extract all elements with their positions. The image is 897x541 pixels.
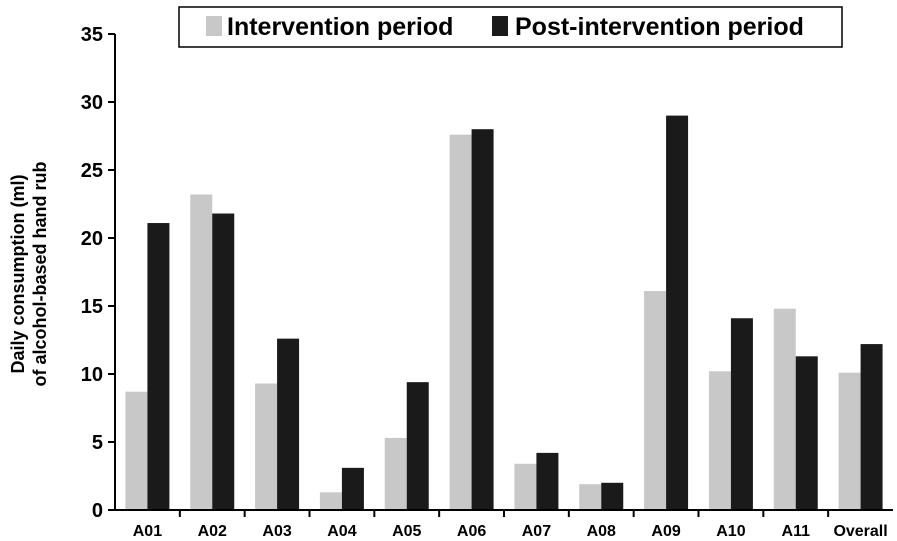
bar-post-intervention [860, 344, 883, 510]
bar-intervention [125, 391, 148, 510]
y-tick-label: 10 [81, 364, 103, 386]
bar-post-intervention [406, 382, 429, 510]
bar-intervention [449, 134, 472, 510]
y-axis-title-line-2: of alcohol-based hand rub [30, 161, 50, 386]
legend-box [178, 6, 843, 48]
bar-intervention [319, 492, 342, 510]
x-axis: A01 A02 A03 A04 A05 A06 A07 A08 A09 A10 A11 Overall [115, 509, 893, 540]
y-tick-label: 25 [81, 160, 103, 182]
y-tick-label: 35 [81, 24, 103, 46]
bar-intervention [708, 371, 731, 510]
x-tick-label: A08 [587, 523, 616, 540]
x-tick-label: A09 [651, 523, 680, 540]
x-tick-label: A02 [198, 523, 227, 540]
y-tick-label: 20 [81, 228, 103, 250]
bar-post-intervention [536, 452, 559, 510]
bar-post-intervention [601, 482, 624, 510]
bar-post-intervention [277, 338, 300, 510]
x-tick-label: A01 [133, 523, 162, 540]
bar-post-intervention [795, 356, 818, 510]
bar-intervention [190, 194, 213, 511]
bar-post-intervention [147, 223, 170, 511]
y-tick-label: 30 [81, 92, 103, 114]
y-axis-title-line-1: Daily consumption (ml) [8, 174, 28, 373]
legend-swatch-intervention [206, 16, 222, 36]
bar-post-intervention [730, 318, 753, 510]
bar-post-intervention [212, 213, 235, 510]
legend-swatch-post-intervention [492, 16, 508, 36]
x-tick-label: A03 [262, 523, 291, 540]
legend: Intervention period Post-intervention pe… [178, 6, 843, 48]
bar-intervention [579, 484, 602, 510]
bar-post-intervention [666, 115, 689, 510]
y-tick-label: 15 [81, 296, 103, 318]
legend-label-post-intervention: Post-intervention period [515, 13, 804, 41]
y-tick-label: 0 [92, 500, 103, 522]
x-tick-label: A05 [392, 523, 421, 540]
x-tick-label: Overall [833, 523, 887, 540]
x-tick-label: A06 [457, 523, 486, 540]
y-axis: 0 5 10 15 20 25 30 35 [81, 24, 116, 522]
x-tick-label: A10 [716, 523, 745, 540]
y-axis-title: Daily consumption (ml) of alcohol-based … [8, 161, 50, 386]
bar-intervention [644, 291, 667, 510]
bar-intervention [514, 463, 537, 510]
bar-post-intervention [341, 467, 364, 510]
x-tick-label: A04 [327, 523, 356, 540]
x-tick-label: A07 [522, 523, 551, 540]
x-tick-label: A11 [782, 523, 811, 540]
bar-intervention [384, 437, 407, 510]
bar-intervention [773, 308, 796, 510]
bars [125, 115, 883, 511]
bar-post-intervention [471, 129, 494, 510]
bar-intervention [255, 383, 278, 510]
bar-intervention [838, 372, 861, 510]
legend-label-intervention: Intervention period [227, 13, 453, 41]
y-tick-label: 5 [92, 432, 103, 454]
